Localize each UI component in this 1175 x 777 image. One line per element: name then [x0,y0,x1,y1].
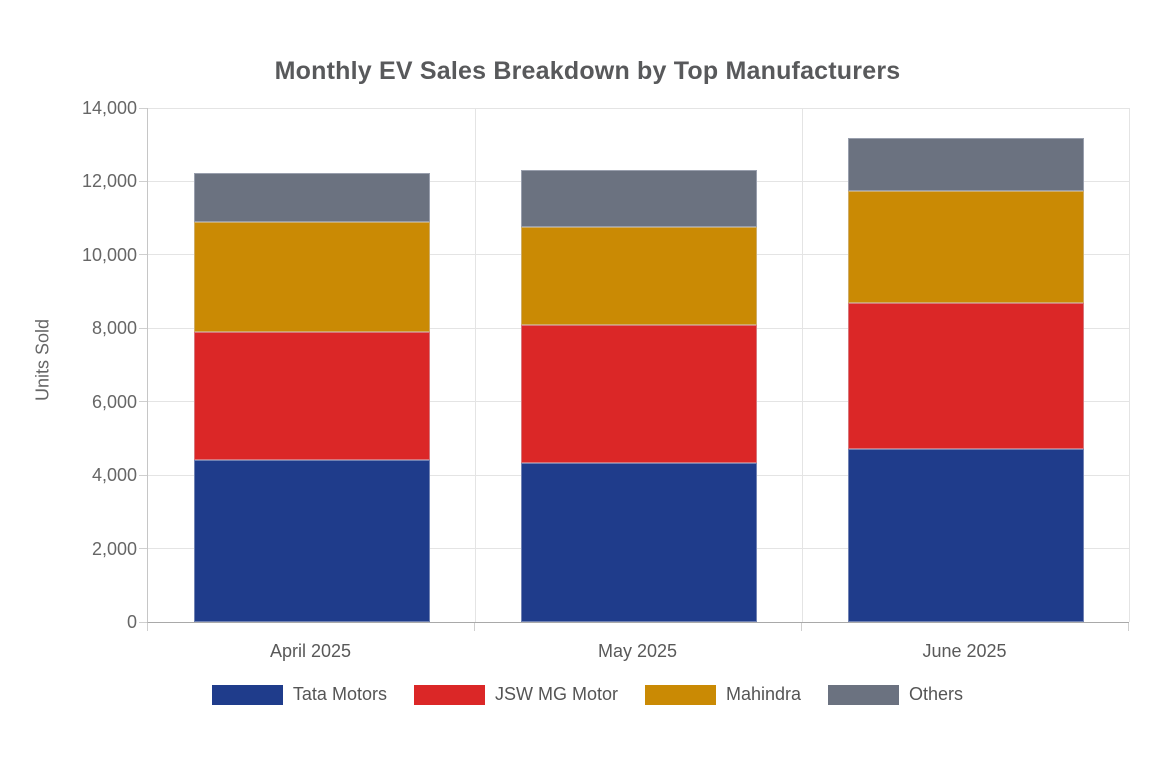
y-tick-mark [139,107,147,109]
segment-mahindra [520,226,757,325]
chart-title: Monthly EV Sales Breakdown by Top Manufa… [274,57,901,85]
gridline-vertical [801,108,803,622]
y-tick-label: 10,000 [81,244,137,265]
x-category-label: April 2025 [269,641,352,661]
legend-item-jsw-mg-motor[interactable]: JSW MG Motor [413,684,618,705]
y-tick-mark [139,548,147,550]
legend-label: Others [909,684,964,704]
x-tick-mark [146,623,148,631]
segment-jsw-mg-motor [520,324,757,463]
segment-others [847,138,1084,192]
legend-label: Mahindra [725,684,802,704]
segment-tata-motors [847,449,1084,622]
y-tick-mark [139,327,147,329]
y-tick-mark [139,474,147,476]
y-tick-label: 6,000 [91,391,137,412]
chart-legend: Tata Motors JSW MG Motor Mahindra Others [0,684,1175,705]
gridline-horizontal [148,107,1129,109]
legend-label: Tata Motors [292,684,387,704]
segment-tata-motors [520,462,757,622]
plot-area [147,107,1130,623]
segment-jsw-mg-motor [847,302,1084,450]
x-tick-mark [1127,623,1129,631]
y-tick-mark [139,401,147,403]
legend-swatch [211,684,283,705]
legend-swatch [644,684,716,705]
y-tick-label: 12,000 [81,171,137,192]
segment-others [193,172,430,222]
y-tick-label: 8,000 [91,318,137,339]
segment-jsw-mg-motor [193,331,430,461]
legend-swatch [413,684,485,705]
y-tick-label: 4,000 [91,465,137,486]
legend-item-mahindra[interactable]: Mahindra [644,684,802,705]
x-category-label: June 2025 [922,641,1007,661]
bar-june-2025 [847,138,1084,622]
gridline-vertical [1128,108,1130,622]
x-category-label: May 2025 [597,641,678,661]
bar-april-2025 [193,172,430,622]
y-tick-label: 14,000 [81,98,137,118]
legend-item-others[interactable]: Others [828,684,963,705]
x-tick-mark [800,623,802,631]
y-tick-mark [139,254,147,256]
legend-swatch [828,684,900,705]
segment-others [520,170,757,227]
gridline-vertical [474,108,476,622]
bar-may-2025 [520,170,757,622]
x-tick-mark [473,623,475,631]
legend-item-tata-motors[interactable]: Tata Motors [211,684,387,705]
y-tick-label: 0 [126,612,137,632]
y-tick-mark [139,180,147,182]
y-tick-label: 2,000 [91,538,137,559]
y-tick-mark [139,621,147,623]
legend-label: JSW MG Motor [494,684,618,704]
segment-mahindra [847,191,1084,303]
segment-mahindra [193,221,430,332]
segment-tata-motors [193,460,430,622]
